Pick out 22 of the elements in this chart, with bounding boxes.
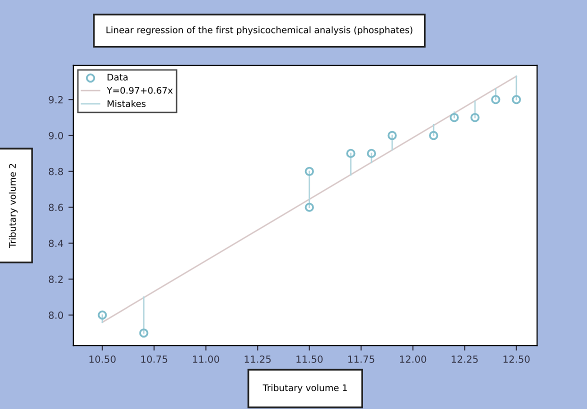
y-axis-title: Tributary volume 2 [8, 164, 18, 248]
y-tick-label: 8.8 [48, 168, 63, 176]
x-tick-label: 11.75 [348, 356, 374, 363]
x-tick-label: 11.50 [296, 356, 323, 363]
y-tick-label: 9.2 [48, 96, 63, 104]
y-tick-label: 9.0 [48, 132, 64, 140]
y-tick-label: 8.4 [48, 240, 64, 248]
x-tick-label: 10.50 [90, 356, 116, 363]
legend-label: Mistakes [108, 100, 146, 108]
x-tick-label: 11.25 [244, 356, 271, 363]
y-tick-label: 8.2 [48, 276, 63, 283]
x-tick-label: 12.50 [504, 356, 530, 363]
x-tick-label: 11.00 [193, 356, 220, 363]
y-tick-label: 8.6 [48, 204, 64, 212]
y-tick-label: 8.0 [48, 312, 64, 319]
chart-title: Linear regression of the first physicochemical analysis (phosphates) [106, 26, 412, 36]
x-tick-label: 12.00 [400, 356, 426, 363]
x-tick-label: 10.75 [141, 356, 168, 363]
x-tick-label: 12.25 [452, 356, 478, 363]
legend-label: Data [108, 74, 128, 81]
x-axis-title: Tributary volume 1 [262, 384, 347, 393]
legend-label: Y=0.97+0.67x [106, 86, 173, 94]
